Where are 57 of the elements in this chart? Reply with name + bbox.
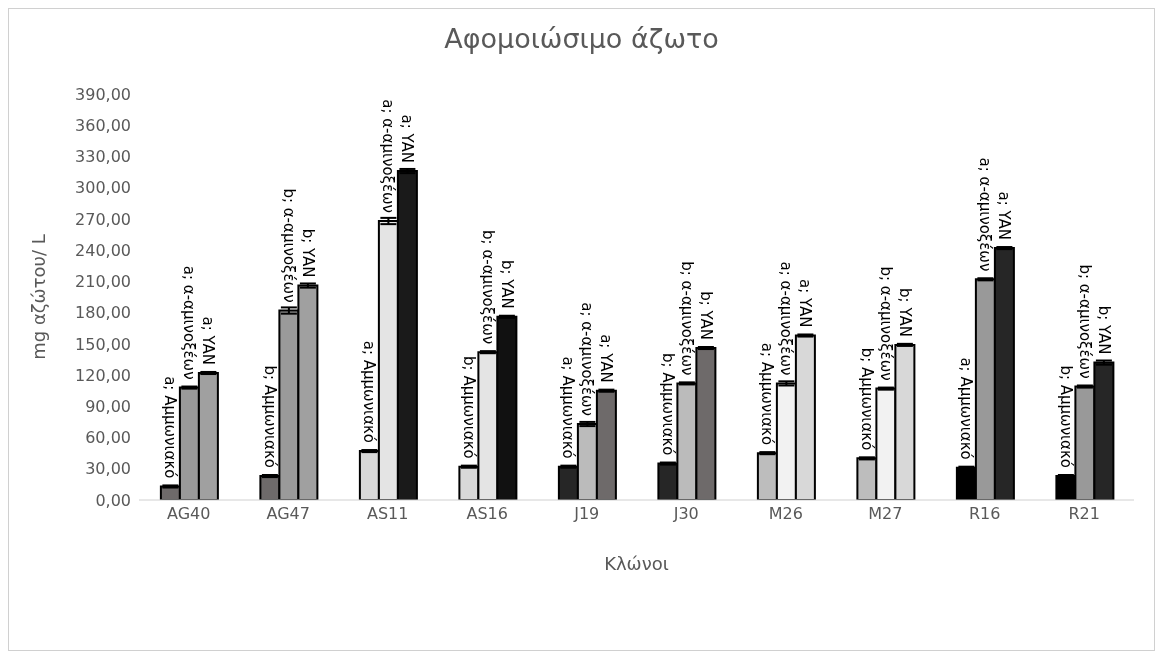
data-label: b; α-αμινοξέων [876, 266, 895, 381]
y-tick-label: 60,00 [85, 428, 131, 448]
data-label: b; YAN [895, 288, 914, 337]
data-label: a; YAN [796, 279, 815, 328]
x-tick-label: M27 [868, 504, 903, 524]
data-label: a; α-αμινοξέων [777, 261, 796, 376]
data-label: b; YAN [696, 291, 715, 341]
data-label: a; α-αμινοξέων [578, 302, 597, 417]
x-tick-label: J30 [672, 504, 699, 524]
x-tick-label: AG40 [167, 504, 211, 524]
x-tick-label: AS16 [466, 504, 508, 524]
x-tick-label: AS11 [367, 504, 409, 524]
data-label: b; Αμμωνιακό [260, 365, 279, 469]
y-tick-label: 300,00 [75, 178, 131, 198]
data-label: b; Αμμωνιακό [1056, 365, 1075, 469]
data-label: b; Αμμωνιακό [658, 352, 677, 456]
x-tick-label: AG47 [266, 504, 310, 524]
y-tick-label: 180,00 [75, 303, 131, 323]
data-label: a; Αμμωνιακό [360, 340, 379, 444]
data-label: a; YAN [597, 334, 616, 383]
x-tick-label: R16 [969, 504, 1001, 524]
data-label: b; α-αμινοξέων [677, 261, 696, 376]
y-tick-label: 360,00 [75, 115, 131, 135]
data-label: a; YAN [199, 316, 218, 365]
y-tick-label: 210,00 [75, 272, 131, 292]
data-label: b; YAN [1094, 305, 1113, 355]
data-label: a; Αμμωνιακό [161, 376, 180, 479]
data-label: a; α-αμινοξέων [180, 265, 199, 380]
data-label: b; YAN [298, 228, 317, 278]
y-tick-label: 120,00 [75, 365, 131, 385]
data-label: a; Αμμωνιακό [957, 357, 976, 460]
data-label: a; YAN [398, 114, 417, 164]
data-label: b; Αμμωνιακό [459, 356, 478, 459]
data-label: a; α-αμινοξέων [379, 99, 398, 214]
x-tick-label: R21 [1068, 504, 1100, 524]
x-axis-title: Κλώνοι [604, 553, 669, 574]
data-label: b; YAN [497, 259, 516, 309]
y-tick-label: 390,00 [75, 84, 131, 104]
data-label: a; YAN [995, 191, 1014, 241]
y-tick-label: 90,00 [85, 396, 131, 416]
data-label: b; Αμμωνιακό [857, 347, 876, 451]
data-label: a; Αμμωνιακό [758, 342, 777, 446]
x-tick-label: J19 [573, 504, 600, 524]
data-label: b; α-αμινοξέων [279, 188, 298, 303]
y-tick-label: 330,00 [75, 147, 131, 167]
data-label: b; α-αμινοξέων [1075, 264, 1094, 379]
y-tick-label: 30,00 [85, 459, 131, 479]
y-tick-label: 0,00 [95, 490, 131, 510]
data-label: a; Αμμωνιακό [559, 356, 578, 459]
y-tick-label: 270,00 [75, 209, 131, 229]
x-tick-label: M26 [768, 504, 803, 524]
data-label: a; α-αμινοξέων [976, 157, 995, 272]
y-axis-title: mg αζώτου/ L [28, 234, 50, 360]
chart-title: Αφομοιώσιμο άζωτο [443, 23, 720, 54]
y-tick-label: 240,00 [75, 240, 131, 260]
y-tick-label: 150,00 [75, 334, 131, 354]
data-label: b; α-αμινοξέων [478, 230, 497, 345]
